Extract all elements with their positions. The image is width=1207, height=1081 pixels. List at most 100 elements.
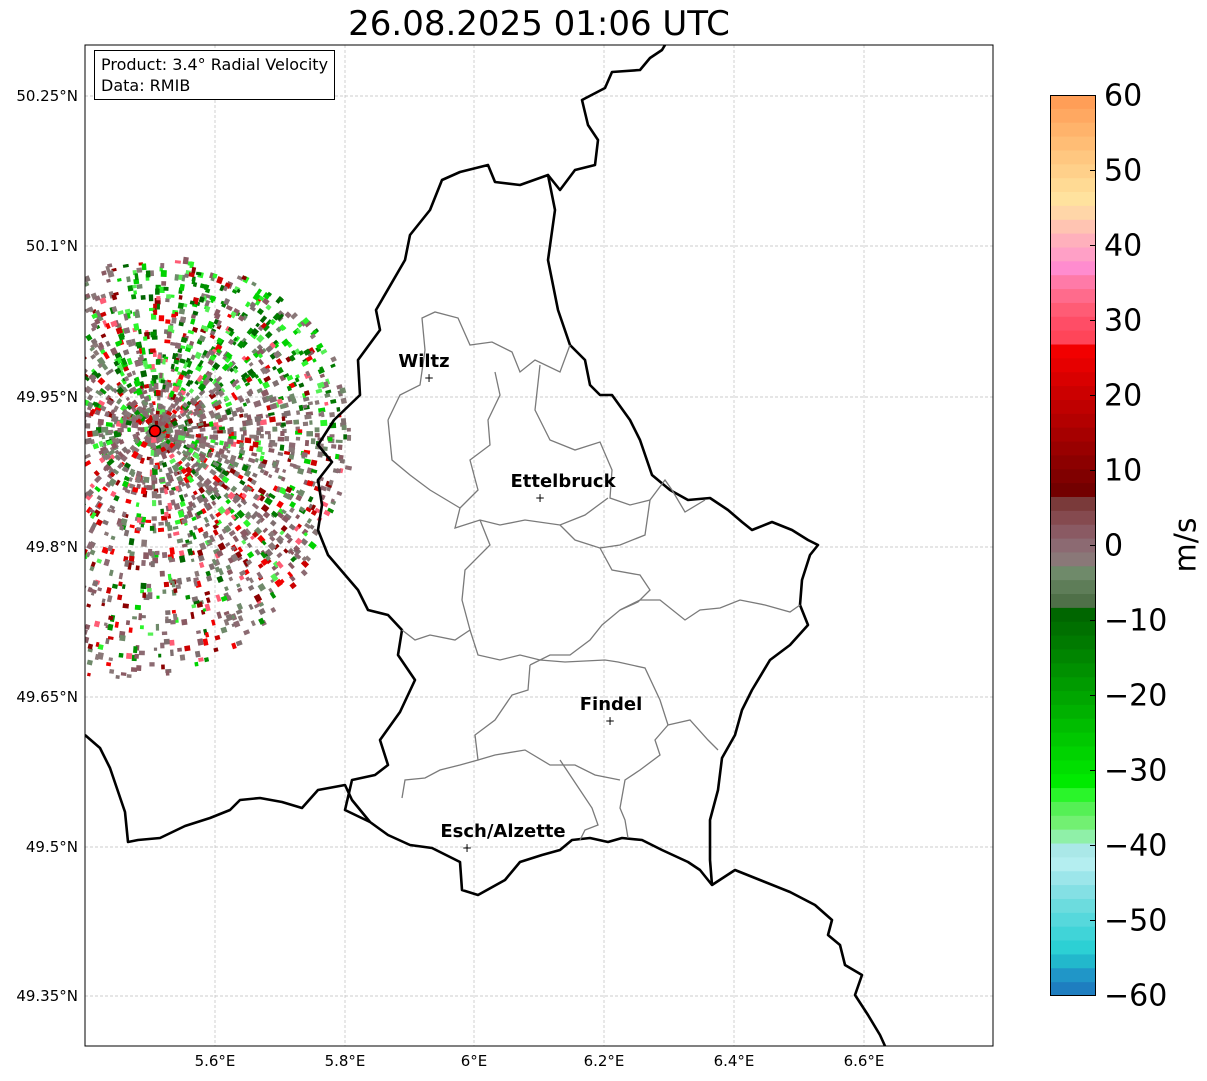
echo-pixel bbox=[31, 633, 37, 638]
colorbar-tick-label: −20 bbox=[1104, 678, 1168, 714]
echo-pixel bbox=[0, 441, 4, 448]
echo-pixel bbox=[202, 349, 208, 356]
echo-pixel bbox=[49, 333, 56, 340]
echo-pixel bbox=[67, 309, 72, 314]
echo-pixel bbox=[210, 439, 216, 444]
echo-pixel bbox=[24, 364, 30, 370]
echo-pixel bbox=[35, 629, 40, 634]
echo-pixel bbox=[209, 513, 215, 520]
echo-pixel bbox=[310, 459, 318, 467]
echo-pixel bbox=[61, 283, 67, 289]
colorbar-tick-label: −10 bbox=[1104, 603, 1168, 639]
echo-pixel bbox=[190, 494, 197, 501]
echo-pixel bbox=[337, 444, 343, 450]
echo-pixel bbox=[264, 331, 273, 339]
echo-pixel bbox=[117, 310, 124, 316]
country-border-belgium-france bbox=[85, 734, 372, 844]
echo-pixel bbox=[231, 642, 237, 650]
echo-pixel bbox=[4, 369, 9, 374]
echo-pixel bbox=[178, 424, 185, 430]
echo-pixel bbox=[140, 582, 147, 590]
echo-pixel bbox=[47, 528, 54, 535]
echo-pixel bbox=[66, 480, 73, 487]
echo-pixel bbox=[6, 424, 11, 429]
echo-pixel bbox=[168, 453, 175, 460]
echo-pixel bbox=[163, 638, 170, 645]
echo-pixel bbox=[237, 587, 243, 593]
echo-pixel bbox=[204, 522, 210, 528]
echo-pixel bbox=[235, 609, 243, 615]
echo-pixel bbox=[99, 405, 107, 412]
echo-pixel bbox=[105, 439, 113, 446]
echo-pixel bbox=[41, 607, 49, 616]
city-label-esch-alzette: Esch/Alzette bbox=[440, 821, 566, 842]
echo-pixel bbox=[236, 275, 244, 282]
echo-pixel bbox=[239, 479, 246, 486]
echo-pixel bbox=[213, 308, 221, 317]
echo-pixel bbox=[123, 313, 129, 321]
echo-pixel bbox=[105, 340, 111, 347]
echo-pixel bbox=[197, 422, 204, 427]
echo-pixel bbox=[110, 347, 119, 356]
echo-pixel bbox=[301, 528, 309, 536]
lat-tick-label: 50.25°N bbox=[16, 87, 78, 105]
echo-pixel bbox=[320, 348, 328, 355]
graticule bbox=[85, 45, 993, 1046]
echo-pixel bbox=[197, 638, 204, 646]
echo-pixel bbox=[330, 399, 337, 404]
echo-pixel bbox=[166, 294, 172, 299]
echo-pixel bbox=[33, 661, 40, 669]
echo-pixel bbox=[120, 357, 128, 366]
echo-pixel bbox=[199, 427, 206, 432]
echo-pixel bbox=[71, 572, 76, 577]
echo-pixel bbox=[4, 532, 9, 537]
echo-pixel bbox=[77, 340, 83, 346]
echo-pixel bbox=[170, 363, 175, 370]
echo-pixel bbox=[158, 468, 163, 473]
colorbar-segment bbox=[1050, 607, 1096, 623]
echo-pixel bbox=[171, 409, 178, 415]
lat-tick-label: 49.95°N bbox=[16, 388, 78, 406]
echo-pixel bbox=[219, 426, 226, 431]
echo-pixel bbox=[257, 563, 264, 569]
echo-pixel bbox=[113, 431, 122, 438]
echo-pixel bbox=[74, 466, 82, 473]
echo-pixel bbox=[94, 475, 102, 484]
echo-pixel bbox=[237, 314, 245, 322]
echo-pixel bbox=[175, 584, 182, 590]
echo-pixel bbox=[190, 468, 197, 475]
echo-pixel bbox=[309, 420, 313, 425]
echo-pixel bbox=[204, 603, 211, 612]
echo-pixel bbox=[146, 583, 152, 589]
echo-pixel bbox=[249, 434, 257, 439]
echo-pixel bbox=[199, 461, 208, 470]
echo-pixel bbox=[330, 363, 336, 369]
echo-pixel bbox=[94, 409, 101, 416]
echo-pixel bbox=[107, 636, 114, 640]
echo-pixel bbox=[111, 583, 119, 590]
colorbar-unit-label: m/s bbox=[1168, 517, 1204, 573]
echo-pixel bbox=[69, 568, 74, 573]
echo-pixel bbox=[275, 422, 282, 426]
echo-pixel bbox=[36, 629, 42, 636]
echo-pixel bbox=[61, 315, 67, 322]
echo-pixel bbox=[87, 430, 93, 438]
colorbar-segment bbox=[1050, 205, 1096, 221]
echo-pixel bbox=[105, 637, 110, 645]
echo-pixel bbox=[118, 652, 124, 658]
echo-pixel bbox=[46, 508, 52, 515]
echo-pixel bbox=[246, 327, 254, 336]
echo-pixel bbox=[66, 333, 71, 338]
echo-pixel bbox=[38, 380, 43, 387]
echo-pixel bbox=[145, 270, 151, 278]
echo-pixel bbox=[163, 286, 169, 291]
echo-pixel bbox=[89, 549, 96, 556]
echo-pixel bbox=[185, 413, 192, 421]
echo-pixel bbox=[60, 298, 65, 303]
echo-pixel bbox=[208, 391, 217, 400]
echo-pixel bbox=[276, 500, 284, 509]
echo-pixel bbox=[286, 385, 292, 392]
echo-pixel bbox=[25, 366, 30, 371]
echo-pixel bbox=[163, 488, 169, 495]
echo-pixel bbox=[0, 405, 7, 410]
